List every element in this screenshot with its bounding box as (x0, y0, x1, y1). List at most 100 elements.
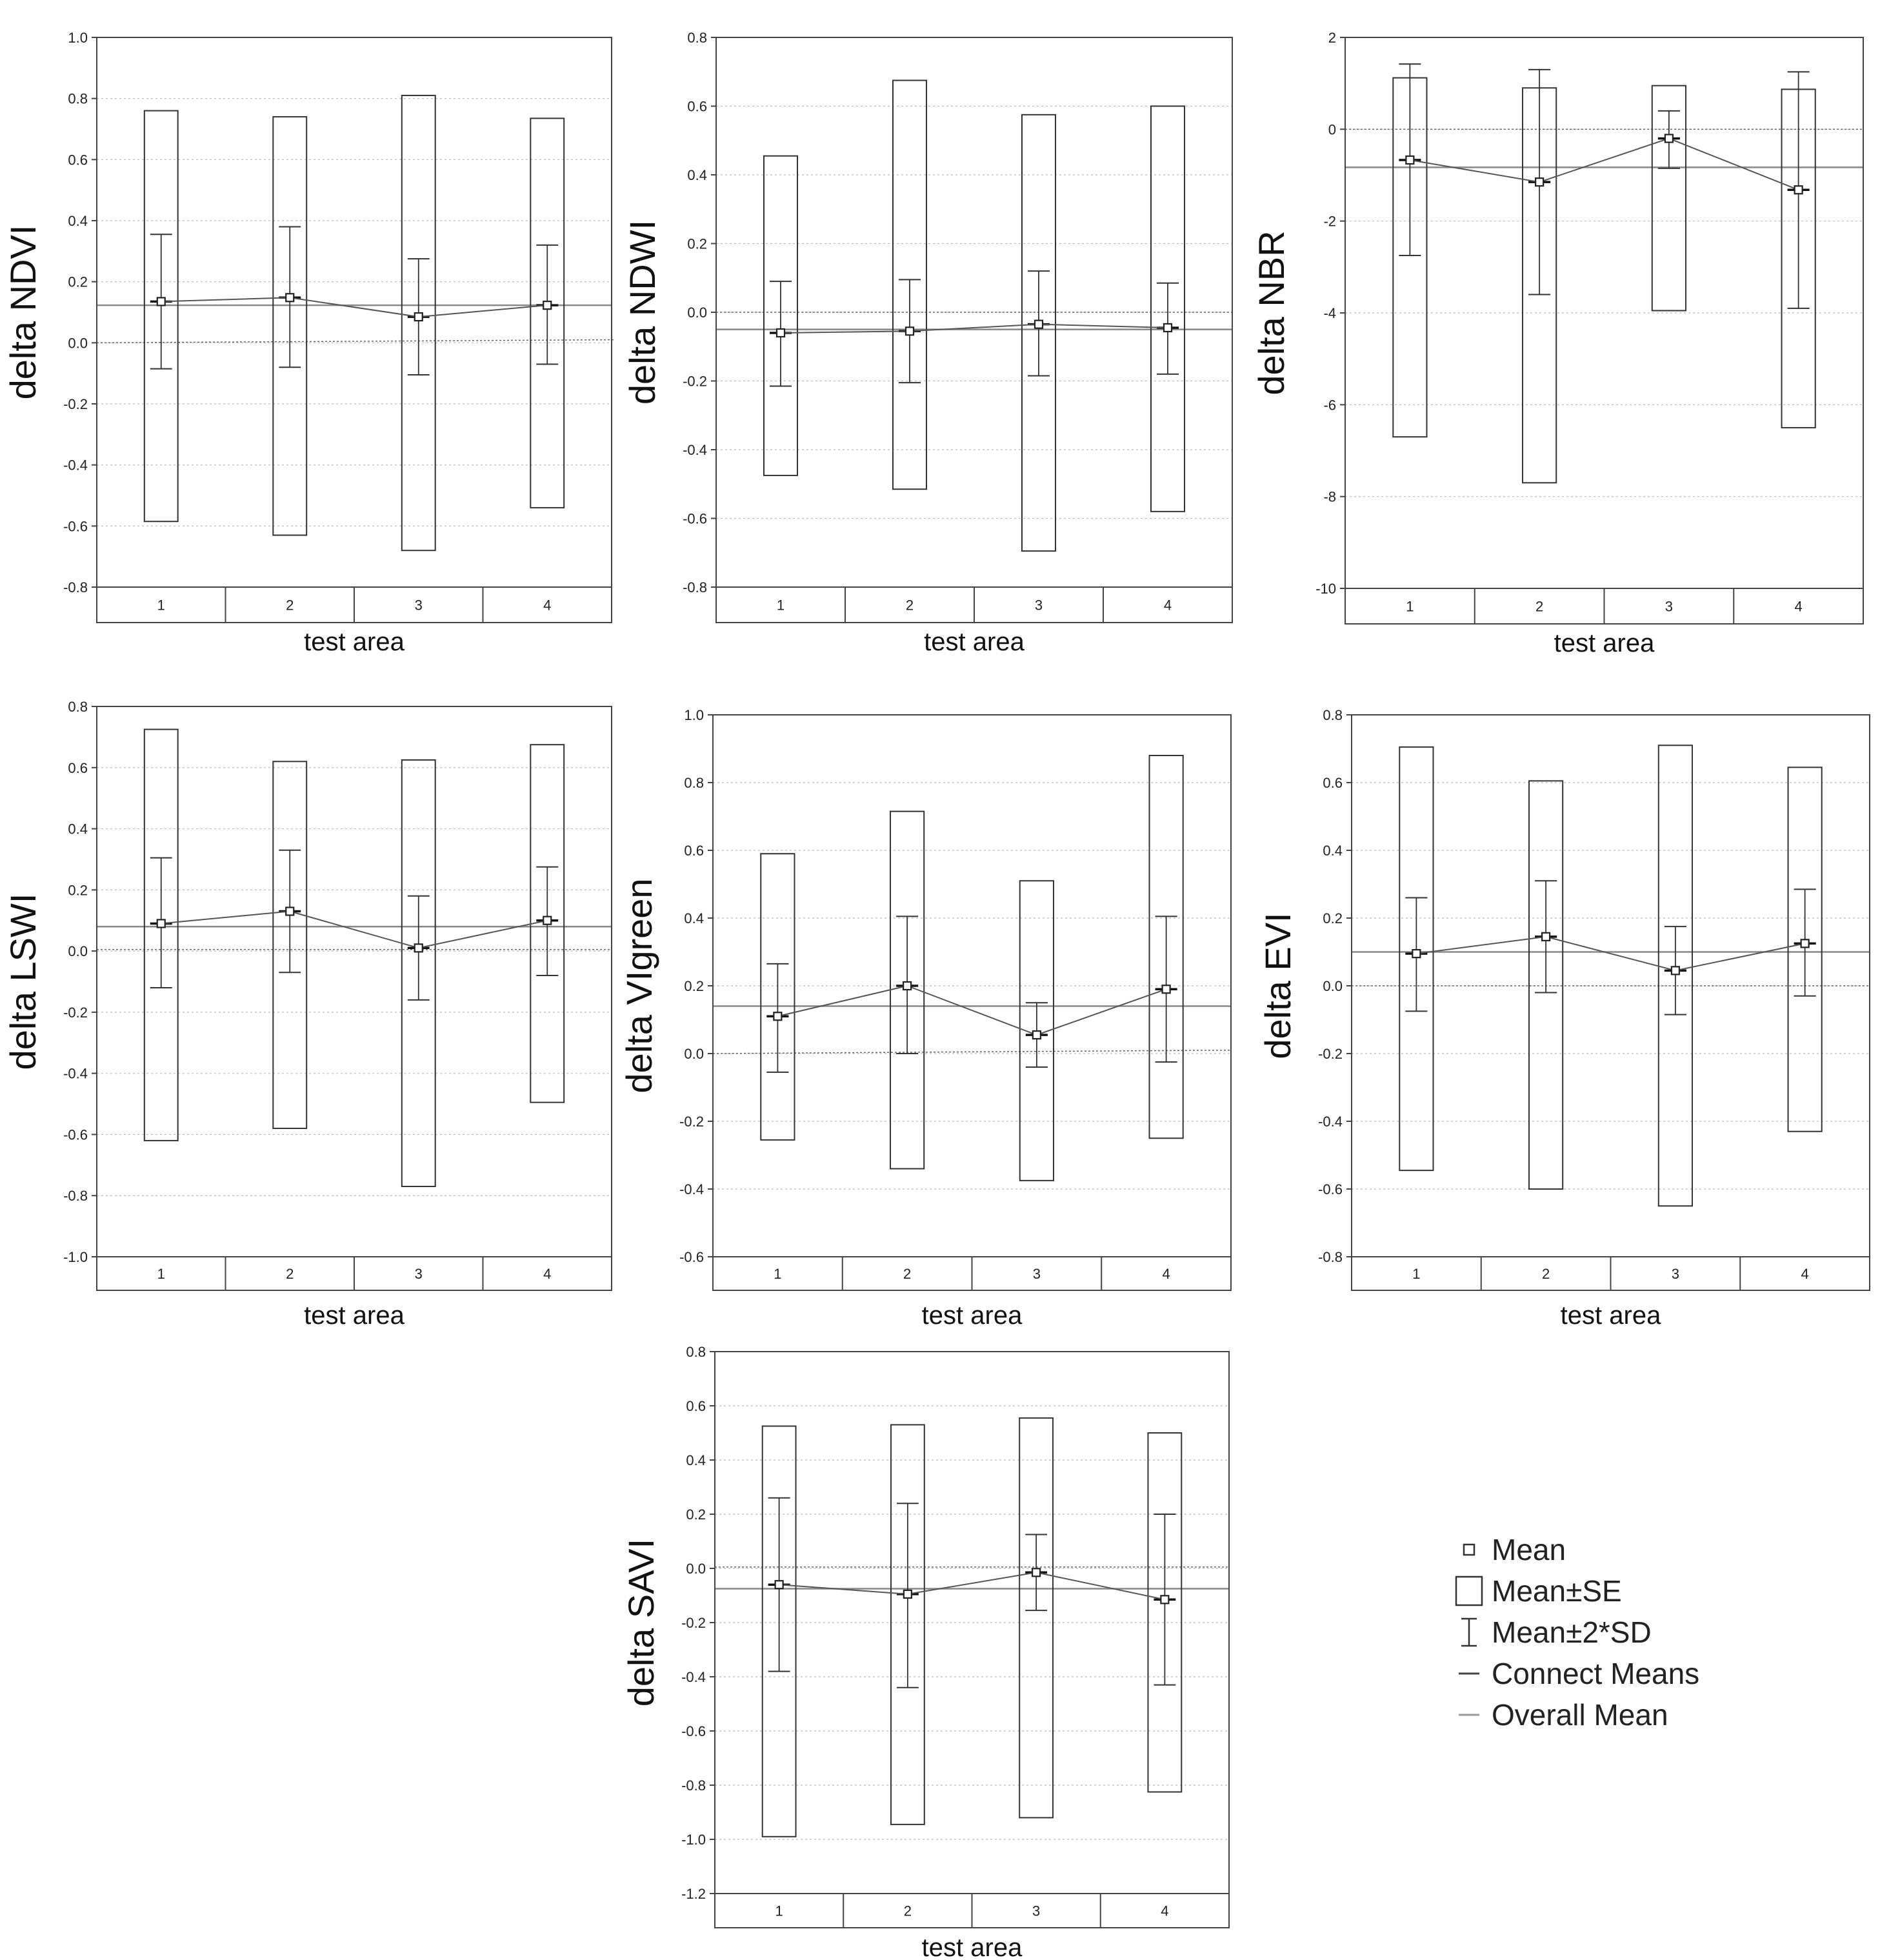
x-tick-label: 4 (1164, 597, 1172, 614)
se-box (1150, 105, 1185, 512)
x-tick-label: 3 (1032, 1903, 1040, 1919)
y-tick-label: 0.4 (68, 821, 88, 837)
x-axis-label: test area (304, 628, 405, 656)
legend-label: Mean (1492, 1533, 1566, 1566)
y-tick-label: 0.6 (68, 152, 88, 168)
y-tick-label: -2 (1323, 214, 1336, 230)
se-box (1019, 1417, 1054, 1819)
connect-line-icon (1452, 1656, 1486, 1691)
mean-marker (774, 1580, 784, 1590)
y-tick-label: 0.8 (687, 30, 707, 46)
se-box (1528, 780, 1564, 1190)
mean-marker (1794, 185, 1803, 195)
x-tick-label: 4 (1795, 599, 1803, 615)
mean-marker (775, 328, 786, 338)
y-tick-label: 0.4 (686, 1452, 706, 1468)
y-tick-label: -0.2 (1318, 1046, 1343, 1062)
se-box (1787, 766, 1823, 1132)
mean-marker (1541, 932, 1551, 941)
y-tick-label: 0.6 (686, 1398, 706, 1414)
mean-marker (543, 301, 552, 310)
mean-marker (1535, 177, 1545, 187)
y-tick-label: 0.2 (684, 978, 704, 994)
y-tick-label: 0 (1328, 121, 1336, 137)
y-tick-label: 0.8 (684, 775, 704, 791)
legend-label: Mean±SE (1492, 1574, 1622, 1608)
se-box (760, 853, 795, 1141)
x-tick-label: 1 (157, 597, 165, 614)
y-axis-label: delta SAVI (621, 1539, 661, 1706)
se-box (143, 110, 179, 523)
mean-marker (1412, 949, 1421, 959)
x-tick-label: 1 (157, 1266, 165, 1282)
zero-reference-line (712, 1050, 1232, 1054)
y-tick-label: 0.2 (686, 1506, 706, 1523)
y-tick-label: -0.4 (681, 1669, 706, 1685)
y-tick-label: 0.0 (1323, 978, 1343, 994)
chart-panel: 2 0 -2 -4 -6 -8 -10 1 2 3 4 test area delta NBR (1251, 30, 1864, 657)
chart-panel: 1.0 0.8 0.6 0.4 0.2 0.0 -0.2 -0.4 -0.6 1 2 3 4 test a… (619, 707, 1232, 1330)
mean-marker (156, 919, 166, 928)
y-tick-label: -0.2 (681, 1615, 706, 1631)
x-tick-label: 2 (286, 1266, 294, 1282)
se-box (761, 1425, 797, 1837)
y-tick-label: 0.2 (68, 882, 88, 898)
mean-marker (905, 326, 915, 336)
mean-marker (1034, 319, 1044, 329)
x-tick-label: 2 (1535, 599, 1543, 615)
y-tick-label: -8 (1323, 489, 1336, 505)
mean-marker (543, 915, 552, 925)
se-box (530, 117, 565, 508)
y-tick-label: -0.4 (679, 1181, 704, 1197)
overall-line-icon (1452, 1697, 1486, 1732)
mean-marker (1405, 155, 1415, 165)
y-tick-label: 0.4 (687, 167, 707, 183)
legend-label: Mean±2*SD (1492, 1615, 1652, 1649)
y-tick-label: 0.8 (1323, 707, 1343, 723)
y-tick-label: -0.8 (63, 1188, 88, 1204)
x-tick-label: 3 (1665, 599, 1673, 615)
legend-item-overall: Overall Mean (1452, 1694, 1813, 1735)
y-tick-label: -4 (1323, 305, 1336, 321)
connect-means-line (161, 910, 548, 949)
y-axis-label: delta LSWI (3, 894, 43, 1070)
chart-panel: 0.8 0.6 0.4 0.2 0.0 -0.2 -0.4 -0.6 -0.8 1 2 3 4 test … (1257, 707, 1870, 1330)
y-tick-label: -10 (1315, 581, 1336, 597)
se-box (1399, 746, 1434, 1172)
se-box (892, 79, 927, 490)
x-tick-label: 4 (543, 1266, 551, 1282)
se-box (1657, 745, 1693, 1207)
y-tick-label: 0.8 (68, 699, 88, 715)
y-axis-label: delta VIgreen (619, 878, 659, 1093)
chart-panel: 0.8 0.6 0.4 0.2 0.0 -0.2 -0.4 -0.6 -0.8 -1.0 1 2 3 4 t… (3, 699, 612, 1330)
y-tick-label: -0.6 (679, 1249, 704, 1265)
mean-marker (414, 312, 423, 322)
y-tick-label: -0.4 (63, 1066, 88, 1082)
y-tick-label: 1.0 (68, 30, 88, 46)
y-tick-label: 0.6 (68, 760, 88, 776)
y-tick-label: -0.8 (1318, 1249, 1343, 1265)
y-tick-label: 0.2 (68, 274, 88, 290)
se-box (401, 759, 436, 1188)
legend: Mean Mean±SE Mean±2*SD Connect Means Ove… (1452, 1529, 1813, 1735)
legend-item-mean: Mean (1452, 1529, 1813, 1570)
y-tick-label: -0.6 (1318, 1181, 1343, 1197)
mean-marker (156, 297, 166, 306)
mean-marker (285, 906, 295, 916)
legend-item-sd: Mean±2*SD (1452, 1612, 1813, 1653)
se-box (763, 155, 798, 476)
y-tick-label: 0.0 (686, 1561, 706, 1577)
y-tick-label: 0.8 (68, 91, 88, 107)
mean-marker (1032, 1568, 1041, 1577)
x-tick-label: 1 (777, 597, 785, 614)
connect-means-line (1416, 935, 1805, 972)
y-tick-label: -0.4 (63, 457, 88, 474)
y-tick-label: -1.0 (63, 1249, 88, 1265)
plot-frame (96, 706, 612, 1257)
chart-panel: 1.0 0.8 0.6 0.4 0.2 0.0 -0.2 -0.4 -0.6 -0.8 1 2 3 4 te… (3, 30, 615, 656)
se-box-icon (1452, 1574, 1486, 1608)
y-tick-label: -0.2 (63, 396, 88, 412)
mean-marker (903, 981, 912, 991)
se-box (272, 761, 308, 1129)
